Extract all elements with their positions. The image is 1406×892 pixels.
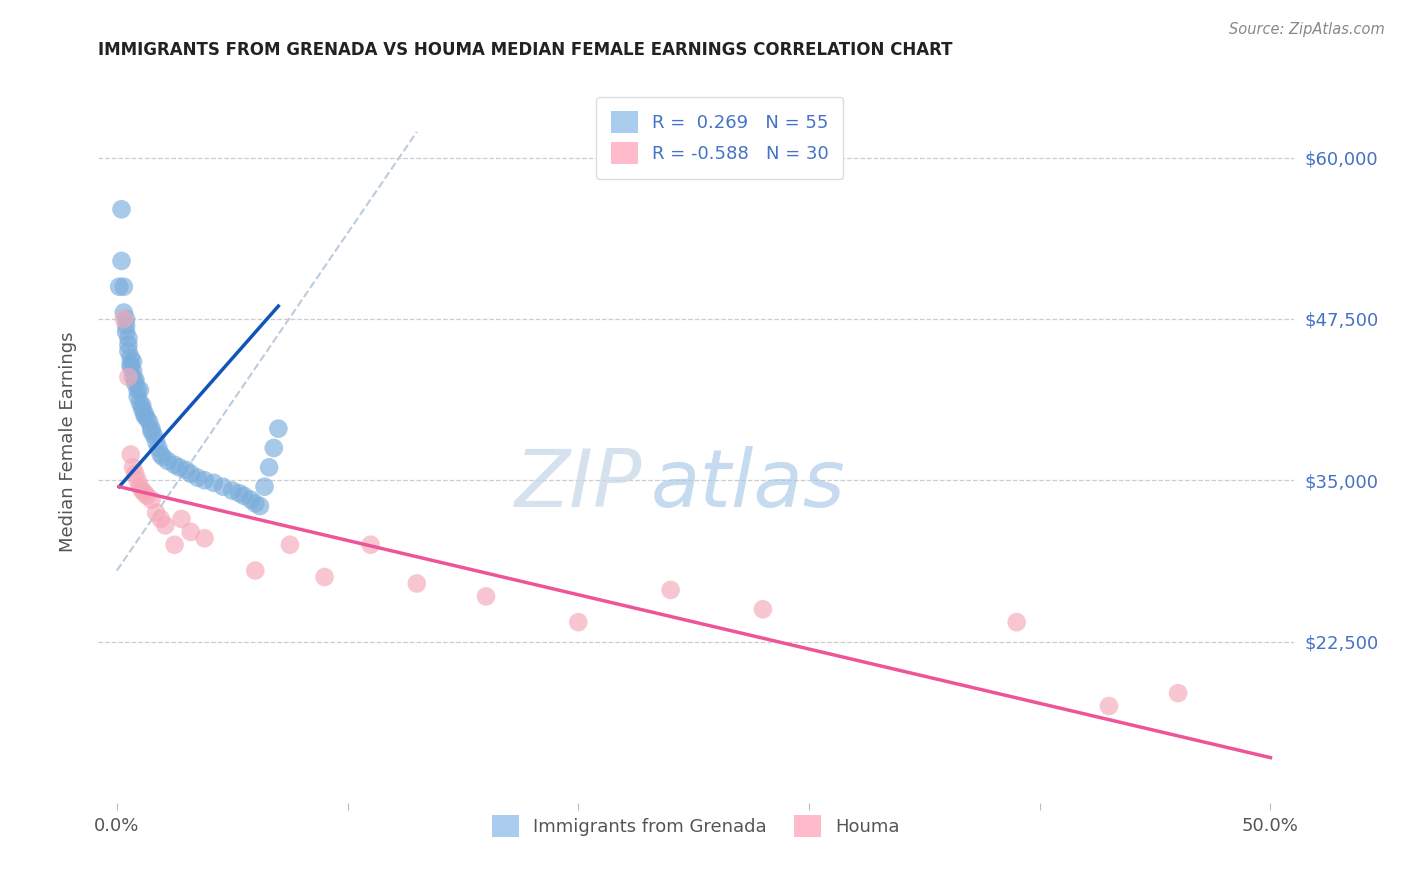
Point <box>170 512 193 526</box>
Point <box>155 518 177 533</box>
Point <box>163 458 186 472</box>
Point <box>117 338 139 352</box>
Point <box>232 489 254 503</box>
Point <box>124 467 146 481</box>
Point <box>122 354 145 368</box>
Point <box>405 576 427 591</box>
Point <box>257 460 280 475</box>
Point <box>117 370 139 384</box>
Point <box>141 424 163 438</box>
Point <box>124 376 146 391</box>
Point <box>180 467 202 481</box>
Point <box>129 396 152 410</box>
Point <box>112 279 135 293</box>
Y-axis label: Median Female Earnings: Median Female Earnings <box>59 331 77 552</box>
Point <box>112 305 135 319</box>
Point <box>245 564 267 578</box>
Point <box>1098 699 1121 714</box>
Point <box>239 492 262 507</box>
Point <box>475 590 498 604</box>
Point <box>249 499 271 513</box>
Point <box>127 389 149 403</box>
Point <box>167 460 190 475</box>
Point <box>134 409 156 423</box>
Point <box>174 463 197 477</box>
Point <box>253 480 276 494</box>
Point <box>120 447 142 461</box>
Point <box>193 473 215 487</box>
Point <box>659 582 682 597</box>
Point <box>115 325 138 339</box>
Point <box>117 331 139 345</box>
Point <box>120 351 142 365</box>
Point <box>122 363 145 377</box>
Point <box>245 496 267 510</box>
Point <box>112 312 135 326</box>
Point <box>163 538 186 552</box>
Point <box>141 422 163 436</box>
Point <box>278 538 301 552</box>
Text: Source: ZipAtlas.com: Source: ZipAtlas.com <box>1229 22 1385 37</box>
Point <box>1167 686 1189 700</box>
Point <box>360 538 382 552</box>
Point <box>120 357 142 371</box>
Point <box>134 406 156 420</box>
Point <box>212 480 235 494</box>
Point <box>110 202 132 217</box>
Point <box>122 460 145 475</box>
Point <box>149 512 172 526</box>
Point <box>1005 615 1028 630</box>
Text: IMMIGRANTS FROM GRENADA VS HOUMA MEDIAN FEMALE EARNINGS CORRELATION CHART: IMMIGRANTS FROM GRENADA VS HOUMA MEDIAN … <box>98 41 953 59</box>
Point <box>108 279 131 293</box>
Point <box>263 441 285 455</box>
Point <box>135 411 157 425</box>
Point <box>124 373 146 387</box>
Point <box>131 483 153 498</box>
Point <box>180 524 202 539</box>
Point <box>131 398 153 412</box>
Point <box>127 383 149 397</box>
Point <box>115 312 138 326</box>
Point <box>149 447 172 461</box>
Point <box>156 454 179 468</box>
Point <box>120 359 142 374</box>
Point <box>142 428 165 442</box>
Point <box>127 473 149 487</box>
Point <box>129 383 152 397</box>
Point <box>152 450 174 464</box>
Text: atlas: atlas <box>651 446 845 524</box>
Point <box>129 480 152 494</box>
Text: ZIP: ZIP <box>515 446 643 524</box>
Point <box>752 602 775 616</box>
Point <box>122 370 145 384</box>
Point <box>135 489 157 503</box>
Point <box>267 422 290 436</box>
Point <box>115 318 138 333</box>
Point <box>145 434 167 449</box>
Point <box>148 441 170 455</box>
Point <box>187 470 209 484</box>
Point <box>117 344 139 359</box>
Point <box>141 492 163 507</box>
Point <box>110 253 132 268</box>
Point <box>145 506 167 520</box>
Point <box>202 475 225 490</box>
Point <box>221 483 243 498</box>
Point <box>228 486 250 500</box>
Point <box>567 615 589 630</box>
Point <box>138 415 160 429</box>
Legend: Immigrants from Grenada, Houma: Immigrants from Grenada, Houma <box>485 808 907 845</box>
Point <box>134 486 156 500</box>
Point <box>131 402 153 417</box>
Point <box>193 531 215 545</box>
Point <box>314 570 336 584</box>
